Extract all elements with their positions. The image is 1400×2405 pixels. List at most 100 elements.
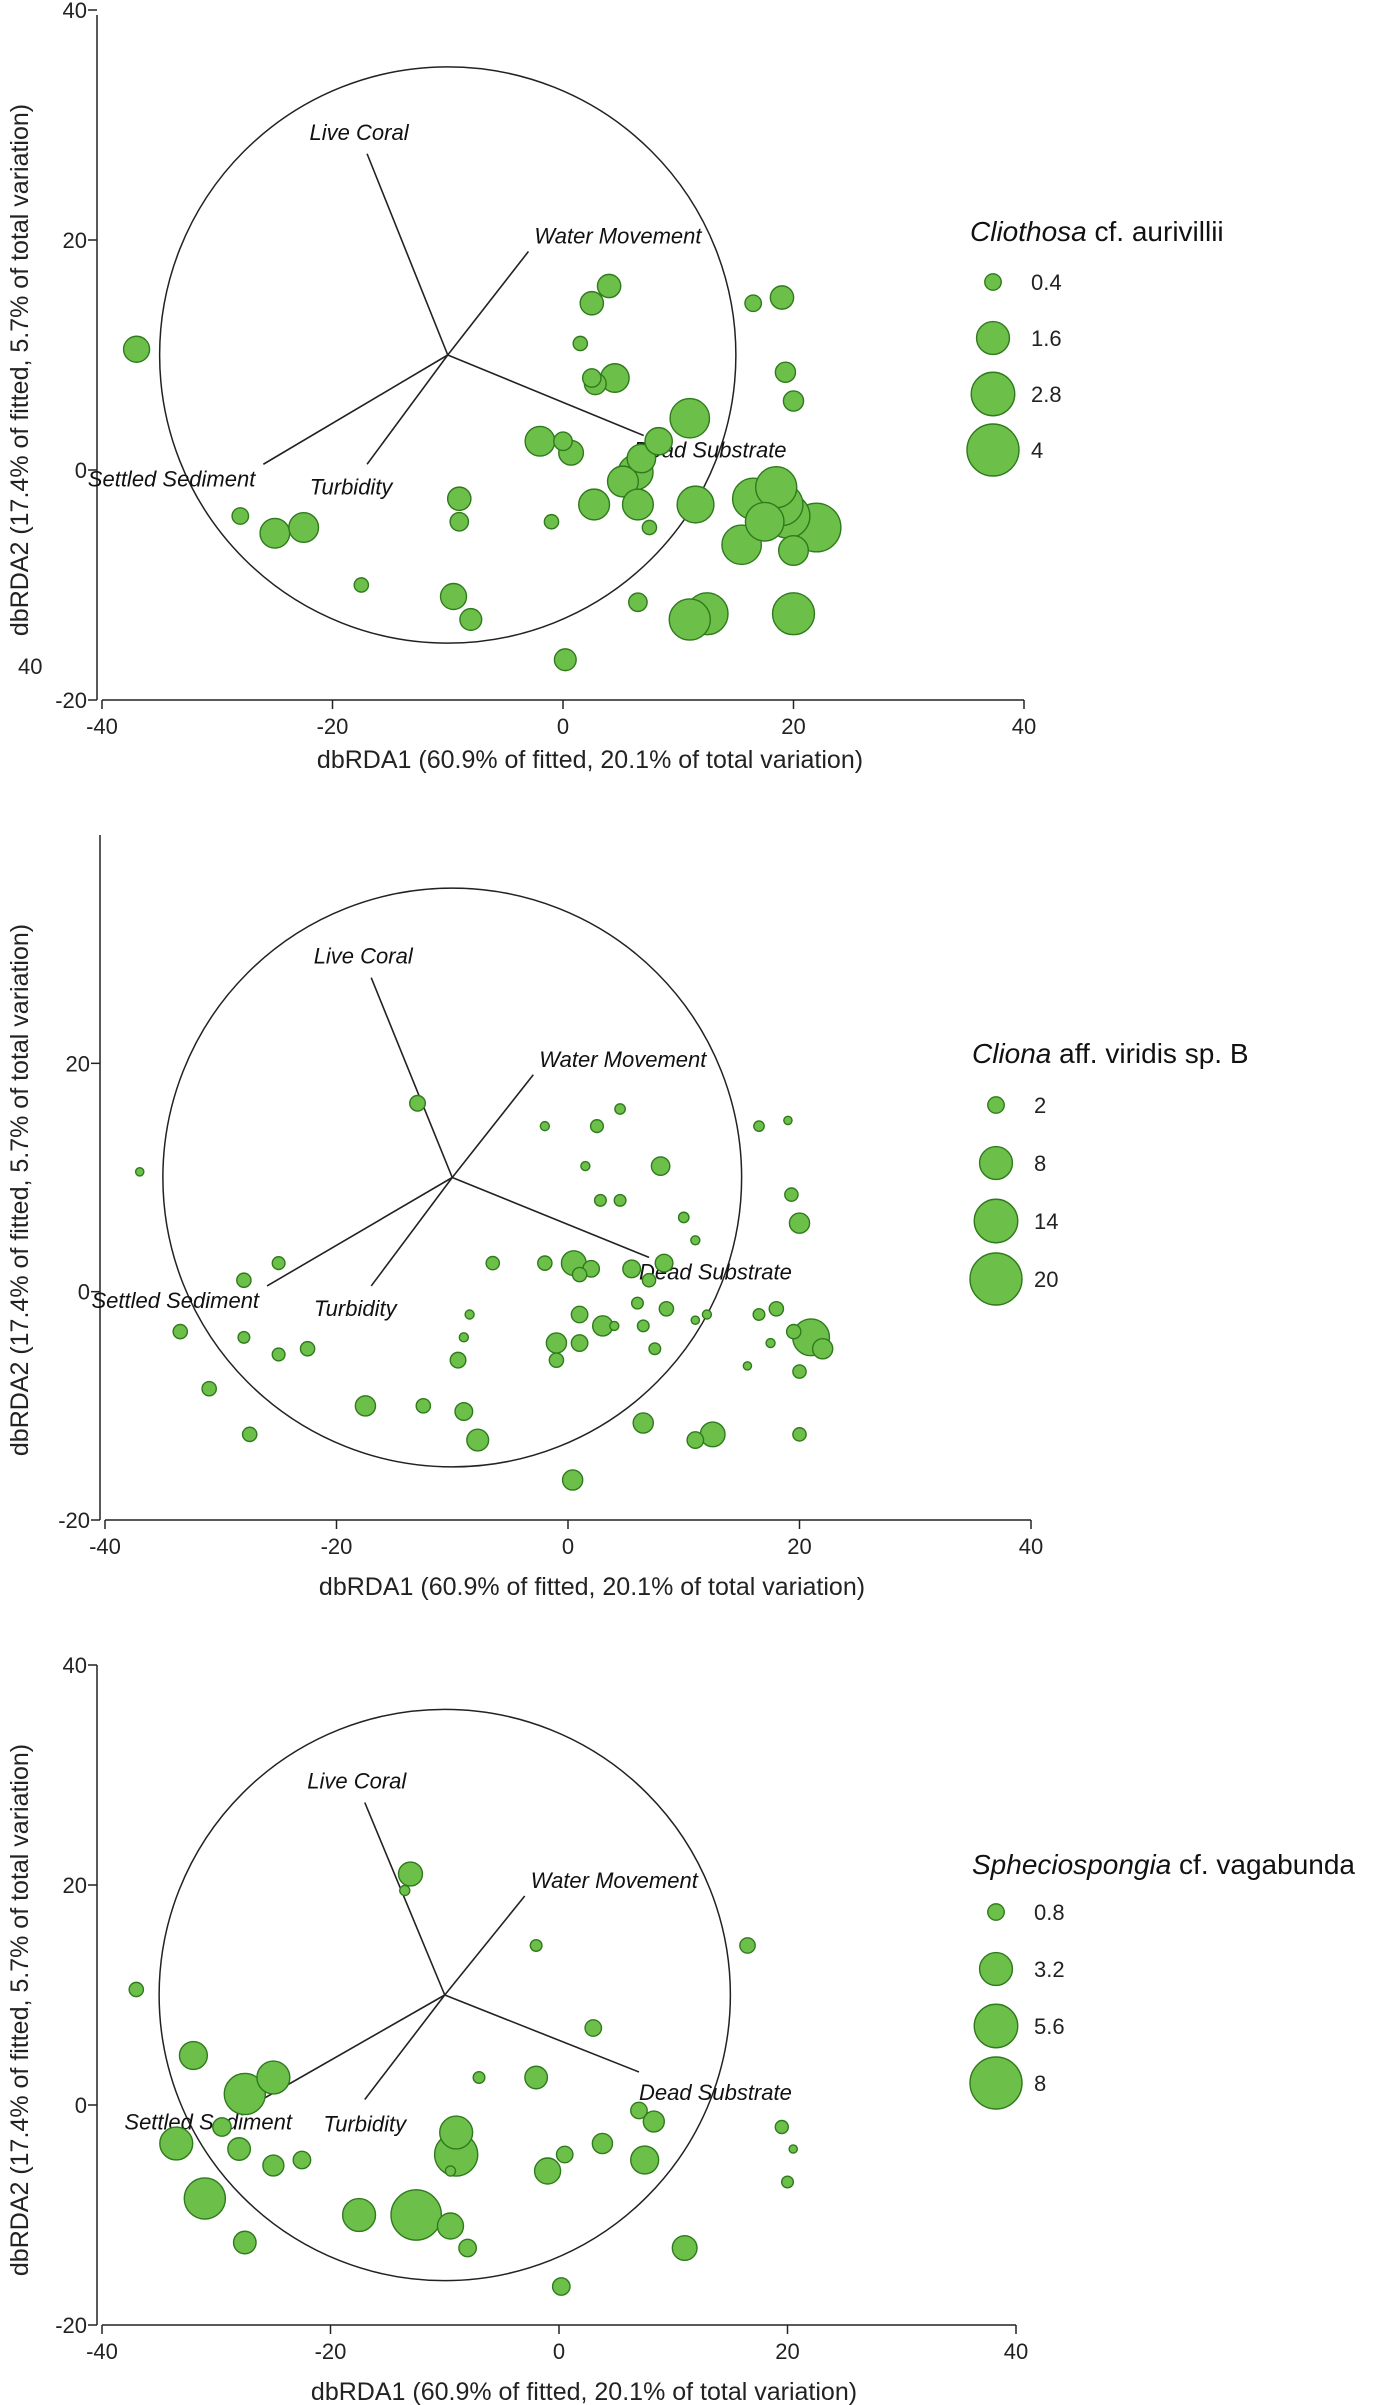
sample-point: [768, 1300, 785, 1317]
stray-tick-label: 40: [18, 654, 42, 679]
y-tick-label: 0: [75, 2093, 87, 2118]
vector-label: Water Movement: [534, 224, 702, 249]
y-tick-labels: 40 20 0 -20: [55, 1653, 97, 2338]
vector-settled-sediment: [262, 354, 449, 465]
sample-point: [622, 1259, 642, 1279]
correlation-circle: [158, 66, 737, 644]
legend-label: 3.2: [1034, 1957, 1065, 1982]
sample-point: [630, 1296, 644, 1310]
sample-point: [288, 511, 320, 544]
sample-point: [553, 431, 573, 452]
sample-point: [555, 2145, 574, 2164]
sample-point: [390, 2189, 443, 2241]
sample-point: [783, 1115, 793, 1126]
sample-point: [341, 2197, 377, 2233]
legend-label: 14: [1034, 1209, 1058, 1234]
legend-bubble: [969, 2056, 1023, 2110]
sample-point: [570, 1305, 589, 1324]
sample-point: [658, 1300, 675, 1317]
legend-title: Cliothosa cf. aurivillii: [970, 216, 1224, 247]
x-tick-label: -20: [315, 2339, 347, 2364]
sample-point: [458, 1332, 470, 1343]
sample-point: [449, 1351, 467, 1369]
sample-point: [669, 397, 711, 439]
y-axis-title: dbRDA2 (17.4% of fitted, 5.7% of total v…: [6, 104, 34, 636]
x-axis-title: dbRDA1 (60.9% of fitted, 20.1% of total …: [319, 1573, 865, 1601]
vector-live-coral: [366, 153, 449, 356]
sample-point: [609, 1320, 620, 1332]
sample-point: [227, 2137, 252, 2161]
legend-bubble: [966, 423, 1020, 477]
sample-point: [524, 425, 556, 457]
sample-point: [529, 1938, 543, 1953]
sample-point: [446, 486, 472, 512]
legend-title-rest: aff. viridis sp. B: [1051, 1038, 1248, 1069]
sample-point: [641, 1272, 657, 1288]
sample-point: [780, 2175, 795, 2189]
x-tick-label: 40: [1004, 2339, 1028, 2364]
sample-point: [134, 1166, 145, 1177]
sample-point: [742, 1361, 753, 1371]
sample-point: [591, 2132, 614, 2155]
sample-point: [551, 2277, 571, 2296]
sample-point: [299, 1340, 316, 1357]
y-tick-label: -20: [58, 1508, 90, 1533]
x-tick-label: 40: [1012, 714, 1036, 739]
legend-bubble: [987, 1903, 1005, 1921]
sample-point: [439, 2115, 474, 2150]
sample-point: [626, 443, 657, 474]
sample-point: [579, 290, 605, 316]
sample-point: [172, 1323, 189, 1340]
legend-title-genus: Cliona: [972, 1038, 1051, 1069]
sample-point: [752, 1307, 766, 1322]
sample-point: [690, 1315, 701, 1326]
vector-water-movement: [444, 1895, 526, 1996]
y-axis-title: dbRDA2 (17.4% of fitted, 5.7% of total v…: [6, 924, 34, 1456]
sample-point: [236, 1272, 252, 1289]
sample-point: [524, 2065, 549, 2090]
sample-point: [201, 1380, 217, 1397]
legend-bubble: [973, 1198, 1019, 1244]
sample-point: [784, 1187, 799, 1202]
sample-point: [159, 2126, 194, 2161]
sample-point: [650, 1156, 671, 1176]
sample-point: [613, 1193, 627, 1207]
x-tick-label: -40: [89, 1534, 121, 1559]
y-tick-label: 20: [63, 228, 87, 253]
sample-point: [548, 1352, 565, 1368]
vector-label: Live Coral: [307, 1769, 407, 1794]
sample-point: [676, 485, 715, 524]
sample-point: [739, 1937, 756, 1954]
sample-point: [584, 2019, 603, 2037]
sample-point: [765, 1337, 776, 1349]
sample-point: [223, 2072, 267, 2116]
sample-point: [466, 1428, 490, 1452]
vector-settled-sediment: [266, 1176, 453, 1287]
x-tick-labels: -40 -20 0 20 40: [86, 2325, 1028, 2364]
legend-label: 1.6: [1031, 326, 1062, 351]
sample-point: [231, 507, 250, 525]
y-tick-label: 20: [66, 1051, 90, 1076]
sample-point: [621, 488, 654, 521]
size-legend: 0.8 3.2 5.6 8: [969, 1900, 1065, 2110]
vector-label: Live Coral: [310, 120, 410, 145]
x-tick-label: 20: [781, 714, 805, 739]
x-tick-label: -20: [317, 714, 349, 739]
sample-point: [580, 1160, 591, 1172]
legend-bubble: [984, 273, 1002, 291]
y-tick-label: 20: [63, 1873, 87, 1898]
sample-point: [397, 1861, 424, 1887]
sample-point: [769, 285, 795, 310]
y-axis-title: dbRDA2 (17.4% of fitted, 5.7% of total v…: [6, 1744, 34, 2276]
sample-point: [262, 2154, 285, 2177]
sample-point: [811, 1337, 834, 1360]
sample-points: [122, 273, 842, 672]
legend-label: 8: [1034, 2071, 1046, 2096]
sample-point: [788, 2144, 799, 2154]
y-tick-label: 40: [63, 1653, 87, 1678]
sample-point: [677, 1211, 690, 1224]
sample-point: [353, 577, 370, 593]
